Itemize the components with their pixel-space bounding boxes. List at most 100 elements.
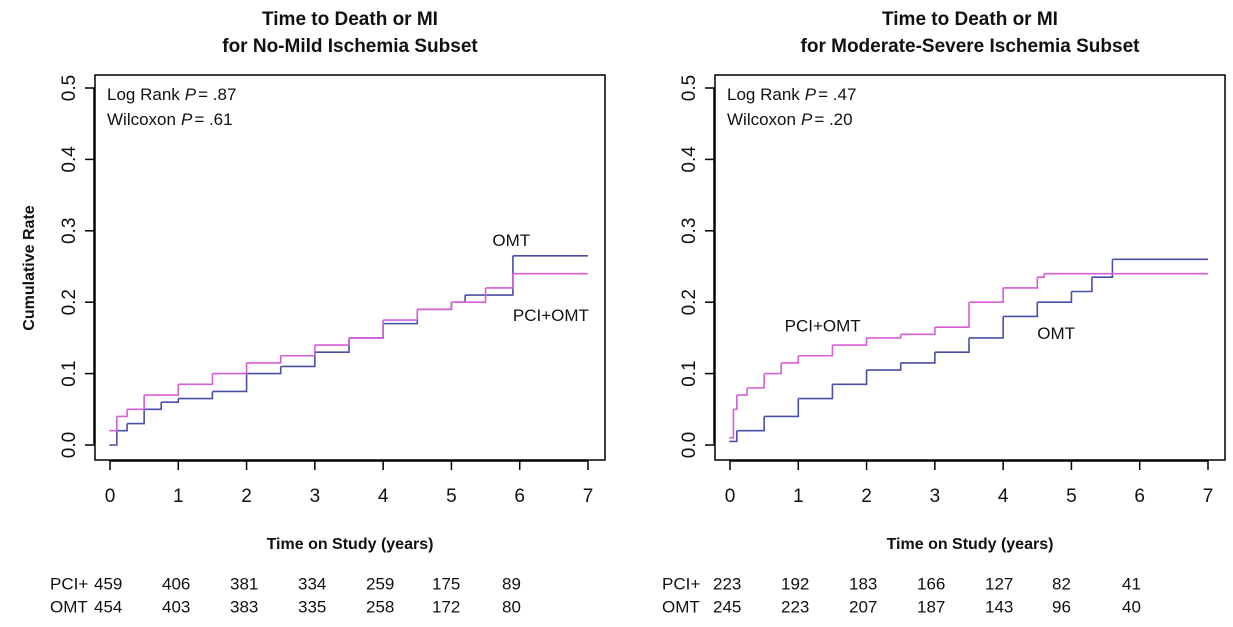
step-segment	[1037, 273, 1045, 279]
risk-count: 459	[94, 574, 122, 593]
stat-label: Wilcoxon	[107, 110, 176, 129]
x-tick-label: 1	[173, 486, 184, 507]
x-tick-label: 3	[930, 486, 941, 507]
step-segment	[485, 273, 514, 289]
step-segment	[246, 355, 282, 364]
plot-frame	[94, 74, 606, 461]
step-segment	[798, 384, 834, 400]
y-tick-label: 0.5	[679, 75, 700, 101]
chart-title: for Moderate-Severe Ischemia Subset	[801, 36, 1141, 57]
stat-p: P	[185, 85, 197, 104]
y-tick-label: 0.3	[59, 218, 80, 244]
y-tick-label: 0.5	[59, 75, 80, 101]
step-segment	[178, 373, 214, 386]
stat-value: = .61	[194, 110, 232, 129]
step-segment	[866, 334, 902, 339]
x-tick-label: 6	[1134, 486, 1145, 507]
stat-p: P	[805, 85, 817, 104]
step-segment	[730, 409, 735, 439]
step-segment	[116, 423, 128, 432]
step-segment	[736, 416, 765, 432]
chart-title: for No-Mild Ischemia Subset	[222, 36, 478, 57]
stat-text: Log Rank P = .87	[107, 85, 236, 104]
risk-label: PCI+	[50, 574, 88, 593]
x-tick-label: 5	[1066, 486, 1077, 507]
x-axis-label: Time on Study (years)	[887, 536, 1054, 553]
step-segment	[465, 255, 514, 296]
step-segment	[144, 402, 163, 411]
step-segment	[314, 337, 350, 346]
risk-count: 40	[1122, 597, 1141, 616]
risk-count: 127	[985, 574, 1013, 593]
risk-count: 258	[366, 597, 394, 616]
step-segment	[417, 302, 453, 311]
x-tick-label: 0	[725, 486, 736, 507]
x-tick-label: 1	[793, 486, 804, 507]
x-tick-label: 4	[378, 486, 389, 507]
y-tick-label: 0.1	[59, 360, 80, 386]
risk-count: 192	[781, 574, 809, 593]
step-segment	[116, 409, 128, 418]
risk-count: 172	[432, 597, 460, 616]
x-tick-label: 5	[446, 486, 457, 507]
step-segment	[451, 287, 487, 303]
step-segment	[730, 430, 738, 443]
step-segment	[451, 295, 466, 303]
step-segment	[417, 302, 453, 311]
risk-count: 82	[1052, 574, 1071, 593]
y-tick-label: 0.2	[59, 289, 80, 315]
risk-count: 381	[230, 574, 258, 593]
step-segment	[212, 373, 248, 393]
step-segment	[349, 323, 384, 339]
x-tick-label: 6	[514, 486, 525, 507]
step-segment	[110, 430, 118, 446]
plot-frame	[714, 74, 1226, 461]
step-segment	[246, 366, 282, 375]
step-segment	[733, 395, 738, 411]
step-segment	[781, 355, 800, 364]
y-tick-label: 0.4	[679, 146, 700, 173]
series-label: OMT	[1037, 324, 1075, 343]
step-segment	[280, 352, 316, 368]
stat-p: P	[181, 110, 193, 129]
risk-count: 187	[917, 597, 945, 616]
stat-label: Log Rank	[727, 85, 800, 104]
risk-count: 335	[298, 597, 326, 616]
risk-count: 89	[502, 574, 521, 593]
stat-text: Log Rank P = .47	[727, 85, 856, 104]
step-segment	[1003, 302, 1039, 318]
step-segment	[1091, 259, 1114, 279]
step-segment	[1071, 277, 1093, 293]
step-segment	[934, 302, 970, 328]
x-tick-label: 2	[861, 486, 872, 507]
risk-label: OMT	[50, 597, 88, 616]
step-segment	[178, 391, 214, 400]
step-segment	[798, 345, 834, 357]
step-segment	[127, 395, 145, 411]
risk-count: 166	[917, 574, 945, 593]
step-segment	[1003, 277, 1039, 289]
step-segment	[969, 287, 1004, 303]
step-segment	[349, 320, 384, 339]
risk-count: 183	[849, 574, 877, 593]
series-label: PCI+OMT	[513, 306, 589, 325]
step-segment	[144, 384, 180, 396]
x-tick-label: 7	[583, 486, 594, 507]
risk-count: 80	[502, 597, 521, 616]
risk-count: 406	[162, 574, 190, 593]
step-segment	[764, 362, 783, 375]
stat-text: Wilcoxon P = .20	[727, 110, 853, 129]
step-segment	[383, 309, 419, 321]
risk-label: PCI+	[662, 574, 700, 593]
y-tick-label: 0.4	[59, 146, 80, 173]
stat-label: Wilcoxon	[727, 110, 796, 129]
x-axis-label: Time on Study (years)	[267, 536, 434, 553]
step-segment	[866, 362, 902, 371]
risk-count: 41	[1122, 574, 1141, 593]
x-tick-label: 7	[1203, 486, 1214, 507]
risk-count: 143	[985, 597, 1013, 616]
step-segment	[747, 373, 765, 389]
y-axis-label: Cumulative Rate	[21, 205, 38, 330]
series-label: PCI+OMT	[785, 317, 861, 336]
risk-count: 454	[94, 597, 122, 616]
